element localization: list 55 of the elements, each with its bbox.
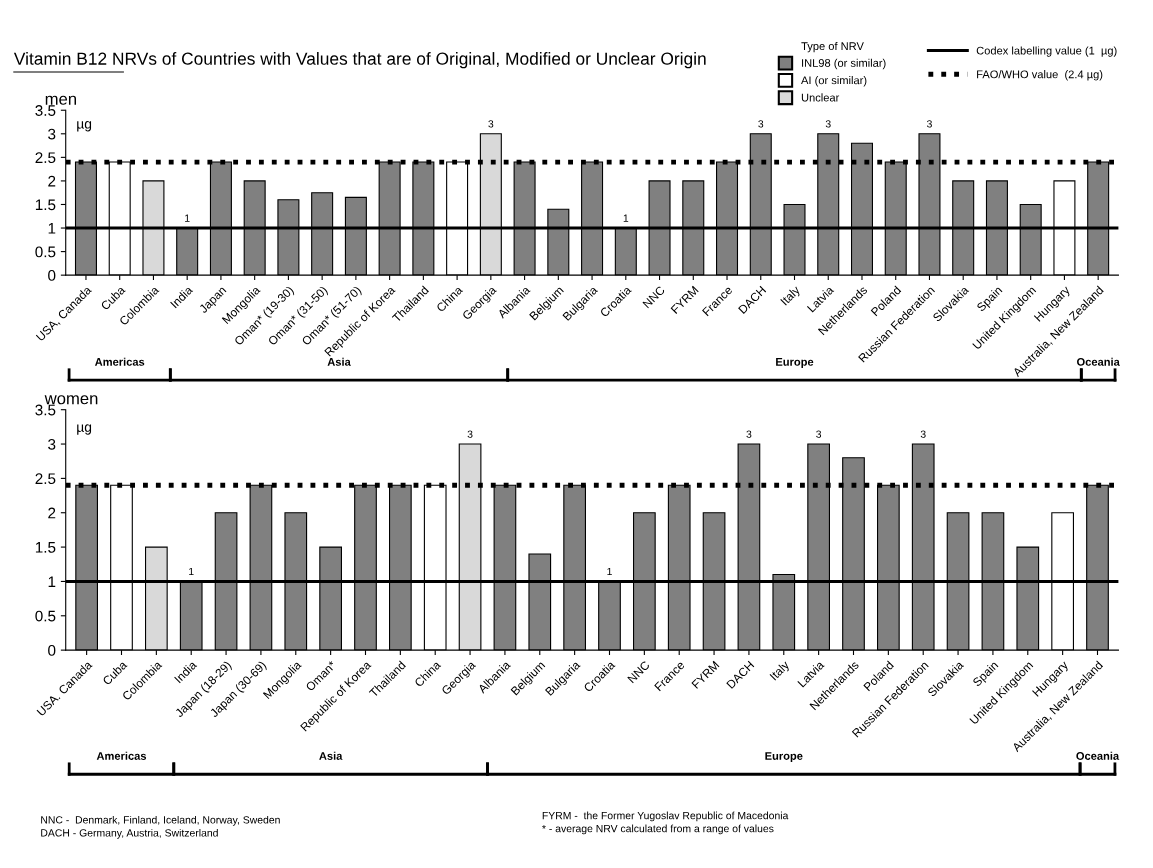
data-label: 1 (623, 214, 629, 222)
text: FYRM - the Former Yugoslav Republic of Macedonia (542, 811, 789, 822)
legend-label: FAO/WHO value (2.4 µg) (977, 70, 1103, 81)
data-label: 3 (467, 430, 473, 438)
chart-title: men (45, 95, 77, 105)
text: Oceania (1077, 357, 1120, 366)
y-tick-label: 1 (48, 576, 56, 587)
y-tick-label: 1.5 (35, 199, 56, 211)
y-tick-label: 3 (48, 438, 56, 450)
legend-label: Unclear (801, 93, 840, 102)
text: Americas (96, 751, 147, 760)
y-tick-label: 2 (48, 507, 56, 519)
data-label: 3 (758, 120, 764, 128)
y-tick-label: 2.5 (35, 473, 56, 485)
text: * - average NRV calculated from a range of values (542, 824, 774, 835)
legend-label: INL98 (or similar) (802, 58, 886, 70)
data-label: 1 (185, 214, 190, 222)
data-label: 3 (746, 430, 752, 438)
x-tick-label: India (169, 284, 194, 309)
data-label: 3 (488, 120, 494, 128)
legend-label: AI (or similar) (801, 76, 867, 87)
y-tick-label: 0.5 (35, 610, 56, 622)
data-label: 3 (920, 430, 926, 438)
data-label: 3 (825, 120, 831, 128)
data-label: 3 (816, 430, 822, 438)
text: NNC - Denmark, Finland, Iceland, Norway, Sweden (41, 815, 280, 826)
y-tick-label: 3 (48, 128, 56, 140)
legend-label: Codex labelling value (1 µg) (976, 46, 1117, 57)
text: Europe (776, 358, 814, 369)
data-label: 1 (607, 567, 612, 576)
data-label: 1 (189, 567, 194, 576)
text: Americas (94, 357, 145, 366)
y-tick-label: 2.5 (35, 152, 56, 164)
text: Asia (319, 751, 343, 760)
data-label: 3 (926, 120, 932, 128)
y-tick-label: 3.5 (35, 105, 56, 116)
x-tick-label: Italy (769, 659, 792, 683)
x-tick-label: Italy (779, 284, 803, 308)
x-tick-label: India (173, 659, 198, 684)
text: Vitamin B12 NRVs of Countries with Values that are of Original, Modified or Unclear Origin (13, 52, 706, 69)
y-tick-label: 0 (48, 270, 56, 281)
legend-title: Type of NRV (801, 41, 864, 53)
y-axis-title: µg (77, 121, 92, 132)
y-axis-title: µg (77, 424, 92, 435)
text: DACH - Germany, Austria, Switzerland (41, 828, 218, 839)
y-tick-label: 3.5 (35, 404, 56, 416)
y-tick-label: 0.5 (35, 246, 56, 258)
chart-title: women (44, 395, 98, 405)
text: Oceania (1076, 751, 1120, 760)
y-tick-label: 0 (48, 645, 56, 656)
text: Europe (765, 752, 803, 763)
y-tick-label: 2 (48, 175, 56, 187)
text: Asia (327, 357, 351, 366)
y-tick-label: 1 (48, 223, 56, 234)
y-tick-label: 1.5 (35, 542, 56, 553)
